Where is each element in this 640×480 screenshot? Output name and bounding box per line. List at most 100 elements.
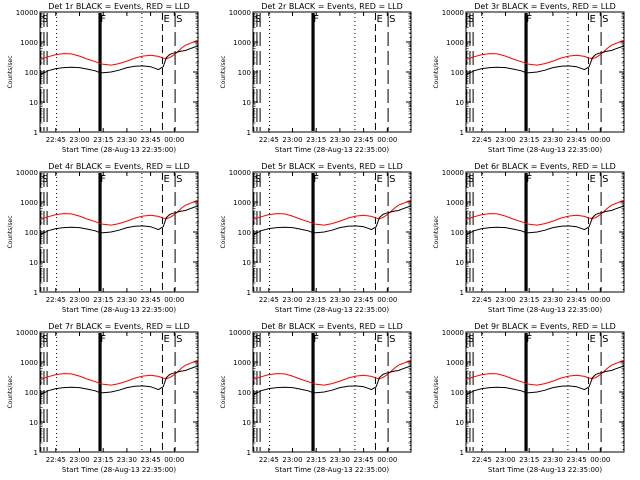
marker-label: E	[376, 174, 382, 185]
y-tick-label: 1000	[446, 39, 464, 47]
panel-6: Det 6r BLACK = Events, RED = LLD 1 10 100 10…	[433, 162, 625, 314]
panel-title: Det 2r BLACK = Events, RED = LLD	[261, 2, 403, 11]
marker-label: F	[526, 174, 532, 185]
y-axis-title: Counts/sec	[220, 55, 227, 88]
y-tick-label: 1000	[20, 39, 38, 47]
y-axis-title: Counts/sec	[7, 55, 14, 88]
marker-label: E	[589, 14, 595, 25]
y-tick-label: 10	[455, 419, 464, 427]
y-tick-label: 10000	[229, 9, 251, 17]
y-axis-title: Counts/sec	[7, 375, 14, 408]
marker-label: E	[376, 14, 382, 25]
events-series-line	[252, 205, 412, 236]
y-tick-label: 100	[238, 229, 251, 237]
x-tick-label: 00:00	[164, 296, 184, 304]
panel-title: Det 6r BLACK = Events, RED = LLD	[474, 162, 616, 171]
panel-title: Det 3r BLACK = Events, RED = LLD	[474, 2, 616, 11]
marker-label: E	[376, 334, 382, 345]
panel-title: Det 7r BLACK = Events, RED = LLD	[48, 322, 190, 331]
x-tick-label: 23:00	[495, 136, 515, 144]
events-series-line	[465, 205, 625, 236]
x-tick-label: 22:45	[472, 456, 492, 464]
lld-series-line	[465, 359, 625, 386]
x-tick-label: 23:00	[282, 136, 302, 144]
plot-frame	[39, 171, 199, 293]
y-tick-label: 10	[455, 259, 464, 267]
y-tick-label: 10	[29, 419, 38, 427]
x-tick-label: 23:30	[330, 136, 350, 144]
y-tick-label: 10	[29, 99, 38, 107]
events-series-line	[39, 365, 199, 396]
y-tick-label: 1	[460, 449, 464, 457]
x-tick-label: 22:45	[46, 456, 66, 464]
y-tick-label: 1	[34, 449, 38, 457]
x-tick-label: 22:45	[259, 296, 279, 304]
events-series-line	[39, 205, 199, 236]
lld-series-line	[39, 359, 199, 386]
x-tick-label: 00:00	[590, 296, 610, 304]
x-tick-label: 23:45	[354, 456, 374, 464]
marker-label: E	[163, 14, 169, 25]
x-tick-label: 23:00	[495, 456, 515, 464]
x-tick-label: 23:45	[567, 296, 587, 304]
x-tick-label: 23:00	[495, 296, 515, 304]
x-tick-label: 00:00	[164, 456, 184, 464]
y-tick-label: 1000	[233, 199, 251, 207]
y-tick-label: 10	[242, 99, 251, 107]
y-tick-label: 1000	[20, 359, 38, 367]
panel-title: Det 1r BLACK = Events, RED = LLD	[48, 2, 190, 11]
plot-frame	[39, 331, 199, 453]
marker-label: F	[313, 14, 319, 25]
x-tick-label: 23:00	[69, 136, 89, 144]
y-tick-label: 10000	[442, 169, 464, 177]
marker-label: F	[100, 174, 106, 185]
x-tick-label: 00:00	[590, 136, 610, 144]
marker-label: S	[389, 334, 395, 345]
x-tick-label: 23:30	[543, 296, 563, 304]
panel-4: Det 4r BLACK = Events, RED = LLD 1 10 100 10…	[7, 162, 199, 314]
x-tick-label: 23:30	[117, 456, 137, 464]
y-tick-label: 100	[451, 229, 464, 237]
marker-label: S	[468, 174, 474, 185]
marker-label: F	[100, 14, 106, 25]
marker-label: S	[255, 14, 261, 25]
x-tick-label: 23:45	[141, 136, 161, 144]
x-tick-label: 23:15	[93, 296, 113, 304]
x-axis-title: Start Time (28-Aug-13 22:35:00)	[62, 306, 176, 314]
panel-5: Det 5r BLACK = Events, RED = LLD 1 10 100 10…	[220, 162, 412, 314]
x-tick-label: 23:30	[543, 136, 563, 144]
events-series-line	[39, 45, 199, 76]
y-tick-label: 1000	[233, 39, 251, 47]
x-tick-label: 23:45	[141, 296, 161, 304]
plot-frame	[465, 331, 625, 453]
marker-label: E	[163, 174, 169, 185]
y-tick-label: 1	[34, 289, 38, 297]
panel-3: Det 3r BLACK = Events, RED = LLD 1 10 100 10…	[433, 2, 625, 154]
marker-label: S	[602, 14, 608, 25]
x-tick-label: 23:15	[306, 296, 326, 304]
y-tick-label: 10	[455, 99, 464, 107]
y-tick-label: 1	[34, 129, 38, 137]
y-tick-label: 10000	[16, 9, 38, 17]
lld-series-line	[465, 39, 625, 66]
plot-frame	[252, 331, 412, 453]
x-tick-label: 23:00	[282, 456, 302, 464]
marker-label: S	[176, 14, 182, 25]
lld-series-line	[252, 199, 412, 226]
x-tick-label: 23:15	[519, 456, 539, 464]
x-tick-label: 23:45	[567, 456, 587, 464]
plot-frame	[465, 11, 625, 133]
marker-label: S	[42, 14, 48, 25]
x-tick-label: 23:45	[354, 136, 374, 144]
x-tick-label: 23:15	[306, 456, 326, 464]
y-tick-label: 100	[238, 69, 251, 77]
x-tick-label: 22:45	[472, 136, 492, 144]
x-tick-label: 22:45	[46, 136, 66, 144]
x-tick-label: 23:15	[519, 296, 539, 304]
y-tick-label: 1	[460, 129, 464, 137]
y-tick-label: 100	[25, 389, 38, 397]
y-tick-label: 10	[242, 259, 251, 267]
marker-label: S	[468, 334, 474, 345]
